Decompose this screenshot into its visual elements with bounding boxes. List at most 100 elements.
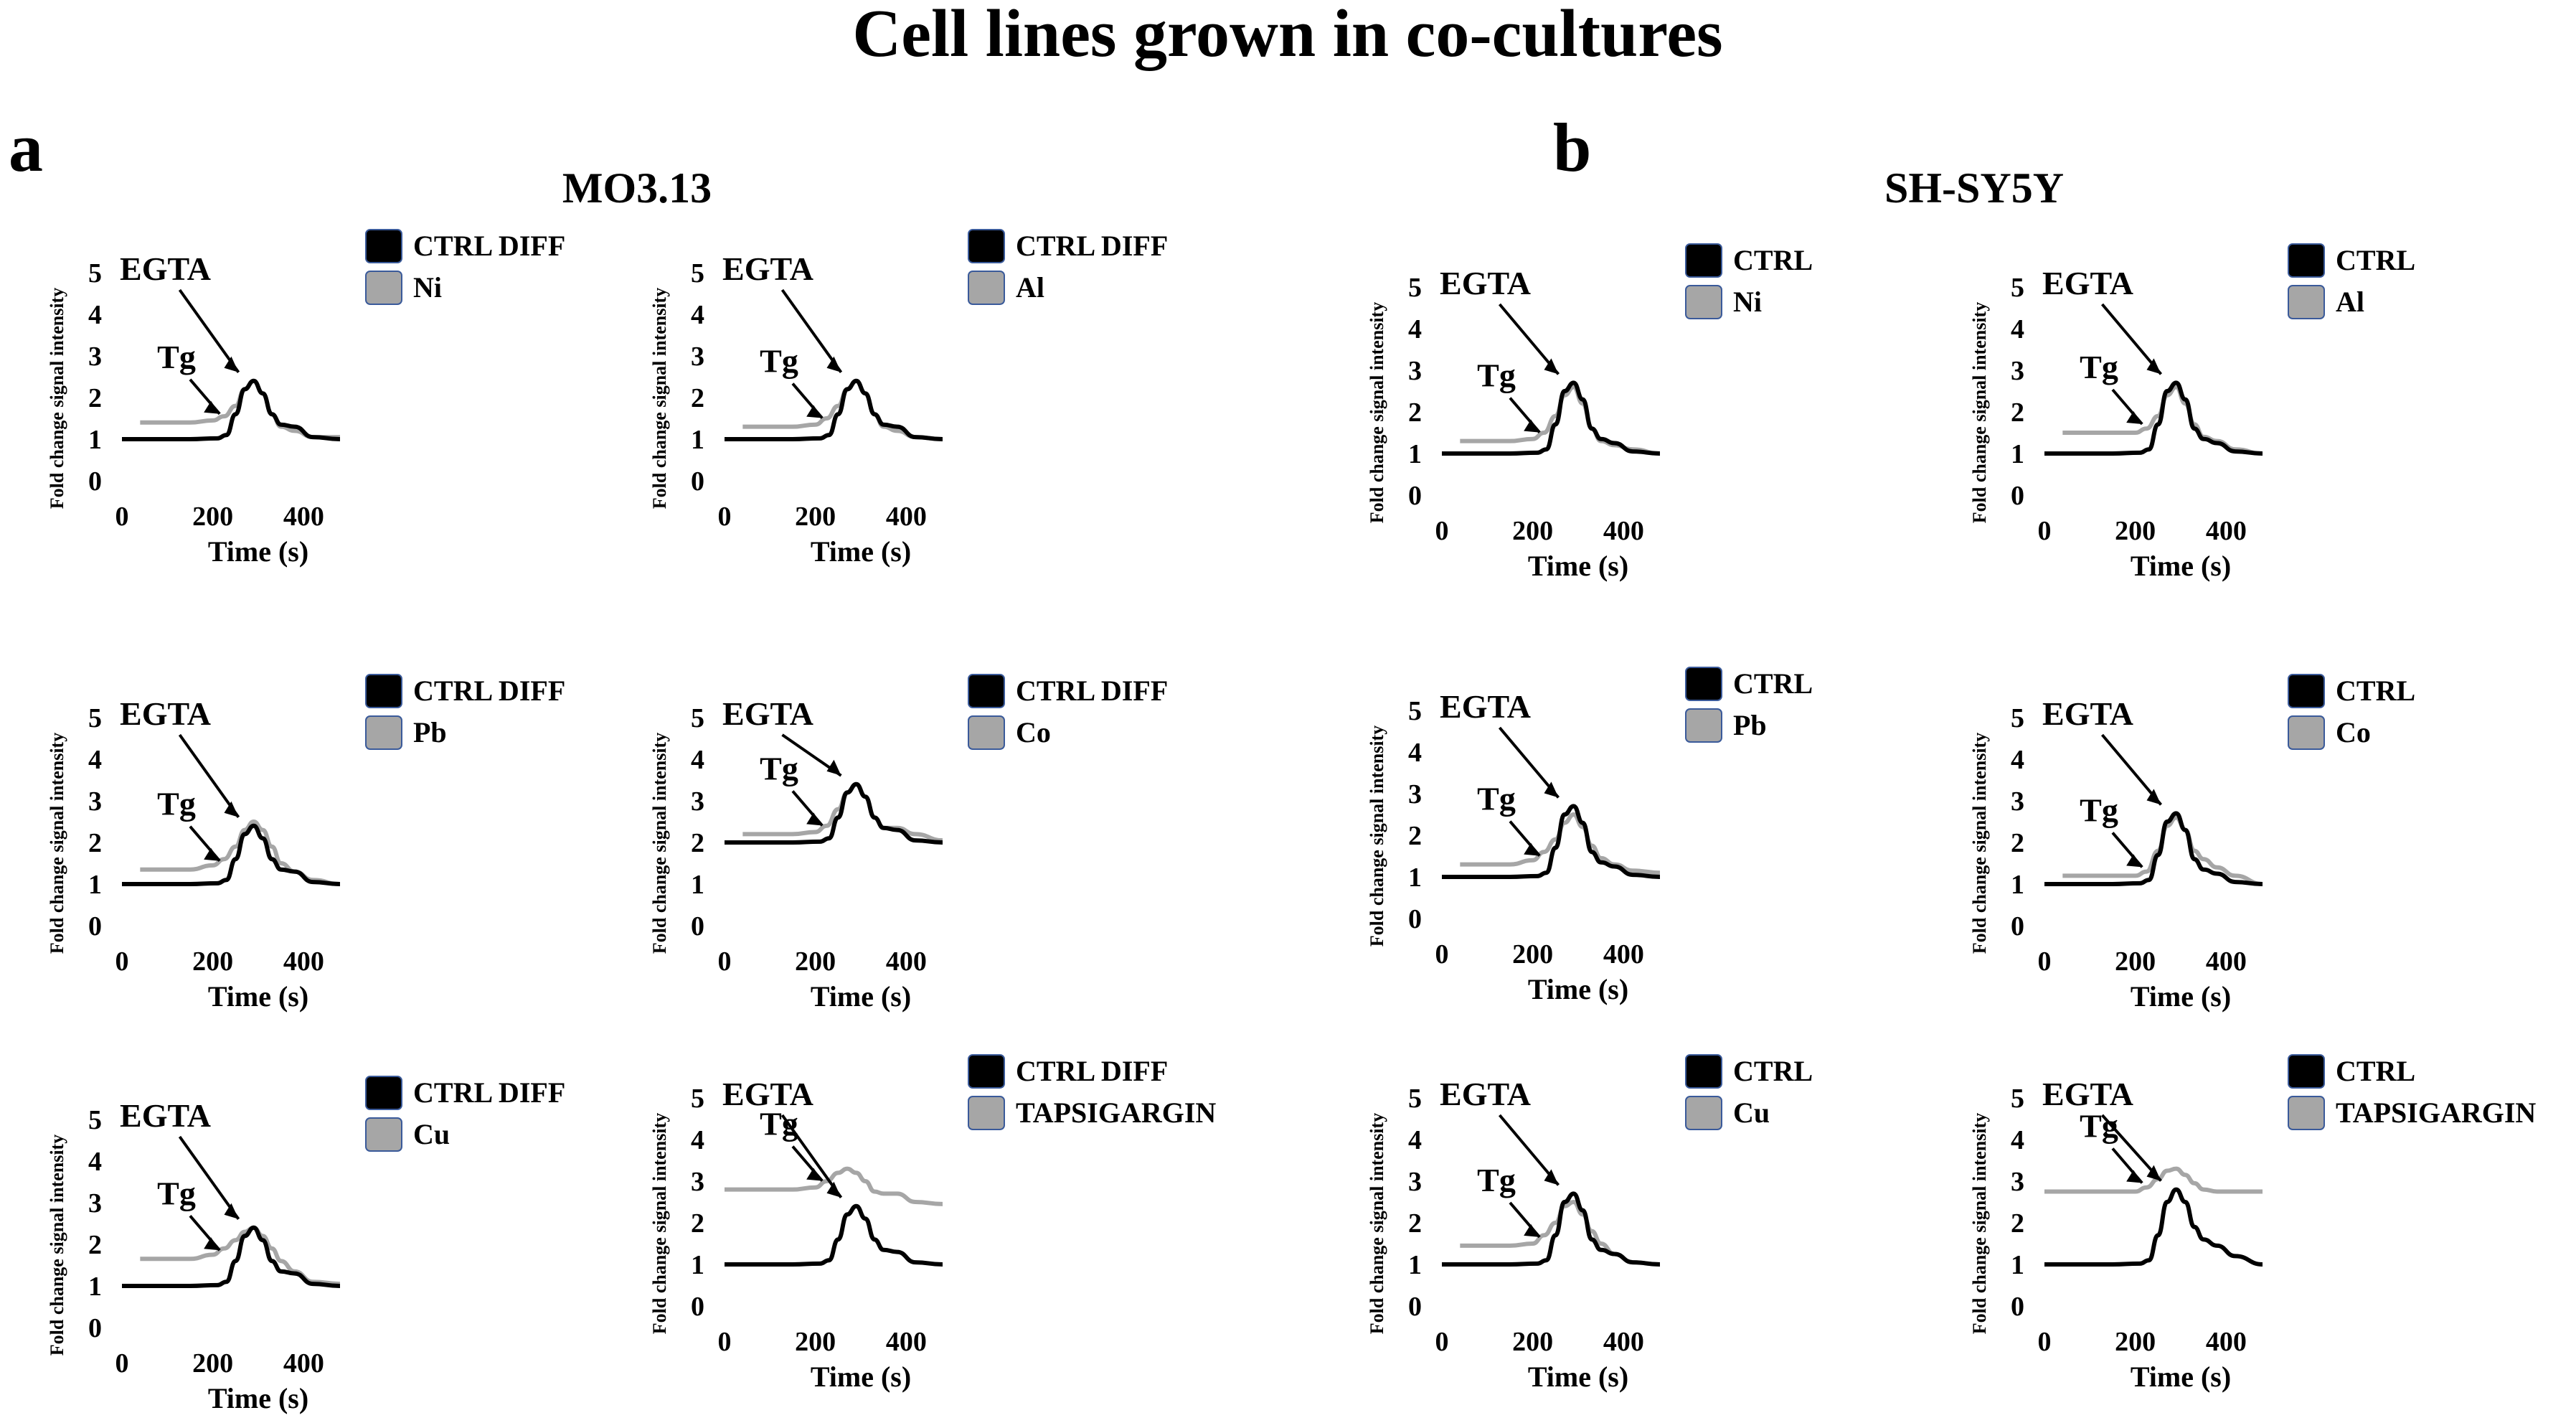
y-tick-label: 1 <box>1408 1250 1422 1280</box>
legend-swatch <box>2288 715 2325 750</box>
x-tick-label: 200 <box>1512 939 1553 969</box>
egta-arrow-line <box>2100 733 2163 806</box>
annotation-tg: Tg <box>760 343 798 380</box>
x-tick-label: 400 <box>2206 947 2247 977</box>
x-tick-label: 400 <box>2206 516 2247 546</box>
y-tick-label: 0 <box>2011 1292 2024 1322</box>
y-tick-label: 5 <box>691 703 704 733</box>
legend-swatch <box>2288 1096 2325 1130</box>
egta-arrow-line <box>780 1114 843 1198</box>
legend-swatch <box>1685 667 1722 701</box>
series-line-ctrl <box>2044 380 2263 456</box>
y-axis-label: Fold change signal intensity <box>1367 1113 1387 1334</box>
x-axis-label: Time (s) <box>208 1382 308 1414</box>
legend-swatch <box>1685 1054 1722 1089</box>
legend-label: Ni <box>1733 286 1762 318</box>
legend-label: CTRL <box>2336 244 2415 276</box>
x-axis-label: Time (s) <box>208 980 308 1013</box>
y-tick-label: 0 <box>691 466 704 497</box>
x-axis-label: Time (s) <box>2131 980 2231 1013</box>
tg-arrowhead <box>806 1168 823 1181</box>
egta-arrow-line <box>1498 1114 1560 1186</box>
x-tick-label: 400 <box>886 947 927 977</box>
tg-arrowhead <box>204 847 220 861</box>
legend-swatch <box>968 271 1005 305</box>
series-line-ctrl-diff <box>122 823 341 886</box>
legend-swatch <box>968 1054 1005 1089</box>
y-tick-label: 0 <box>1408 1292 1422 1322</box>
chart-a4: Fold change signal intensity 0 1 2 3 4 5 0 200 40… <box>649 674 1168 1013</box>
panel-b-letter: b <box>1553 109 1591 186</box>
x-tick-label: 200 <box>795 1327 836 1357</box>
annotation-tg: Tg <box>157 339 196 375</box>
legend-swatch <box>365 1076 402 1110</box>
x-tick-label: 0 <box>718 947 732 977</box>
series-line-ctrl <box>1442 804 1661 879</box>
y-tick-label: 0 <box>88 911 102 941</box>
y-tick-label: 2 <box>88 1230 102 1260</box>
x-tick-label: 200 <box>192 1348 233 1379</box>
chart-b6: Fold change signal intensity 0 1 2 3 4 5 0 200 40… <box>1969 1054 2536 1393</box>
egta-arrowhead <box>224 356 239 372</box>
y-axis-label: Fold change signal intensity <box>47 288 67 509</box>
legend-label: CTRL DIFF <box>413 230 565 262</box>
x-tick-label: 0 <box>115 502 129 532</box>
x-tick-label: 200 <box>795 502 836 532</box>
y-tick-label: 3 <box>2011 1167 2024 1197</box>
y-axis-label: Fold change signal intensity <box>649 733 670 954</box>
x-tick-label: 400 <box>1603 516 1644 546</box>
y-tick-label: 1 <box>691 870 704 900</box>
y-tick-label: 3 <box>88 786 102 817</box>
legend-label: Al <box>2336 286 2364 318</box>
y-tick-label: 4 <box>88 745 102 775</box>
y-tick-label: 1 <box>1408 863 1422 893</box>
legend-swatch <box>2288 674 2325 708</box>
y-tick-label: 5 <box>88 703 102 733</box>
x-axis-label: Time (s) <box>1528 550 1628 582</box>
y-tick-label: 3 <box>691 1167 704 1197</box>
y-tick-label: 1 <box>1408 439 1422 469</box>
panel-a-cell-line: MO3.13 <box>562 164 712 212</box>
y-tick-label: 1 <box>2011 439 2024 469</box>
legend-swatch <box>365 674 402 708</box>
y-tick-label: 4 <box>691 1125 704 1155</box>
annotation-egta: EGTA <box>2042 695 2133 732</box>
y-tick-label: 3 <box>88 1188 102 1218</box>
annotation-egta: EGTA <box>722 1076 813 1112</box>
tg-arrowhead <box>1524 842 1540 856</box>
legend-label: CTRL DIFF <box>413 675 565 707</box>
annotation-tg: Tg <box>157 786 196 822</box>
tg-arrowhead <box>2126 854 2143 868</box>
x-axis-label: Time (s) <box>811 980 911 1013</box>
annotation-egta: EGTA <box>120 695 211 732</box>
egta-arrow-line <box>178 288 240 373</box>
legend-swatch <box>1685 708 1722 743</box>
chart-b5: Fold change signal intensity 0 1 2 3 4 5 0 200 40… <box>1367 1054 1813 1393</box>
series-line-ctrl-diff <box>122 1225 341 1288</box>
y-tick-label: 1 <box>88 425 102 455</box>
y-axis-label: Fold change signal intensity <box>649 288 670 509</box>
legend-label: Ni <box>413 271 442 304</box>
egta-arrowhead <box>2146 1165 2161 1181</box>
egta-arrowhead <box>826 1181 841 1198</box>
x-tick-label: 200 <box>2115 516 2156 546</box>
series-line-ctrl <box>2044 811 2263 886</box>
x-tick-label: 0 <box>2038 1327 2052 1357</box>
y-tick-label: 2 <box>691 828 704 858</box>
legend-label: CTRL <box>1733 244 1813 276</box>
legend-label: CTRL <box>2336 1055 2415 1087</box>
y-tick-label: 4 <box>1408 738 1422 768</box>
legend-label: TAPSIGARGIN <box>2336 1096 2536 1129</box>
egta-arrow-line <box>780 288 843 373</box>
y-tick-label: 4 <box>88 300 102 330</box>
annotation-egta: EGTA <box>120 250 211 287</box>
y-tick-label: 0 <box>88 1313 102 1343</box>
annotation-egta: EGTA <box>1440 1076 1531 1112</box>
chart-a5: Fold change signal intensity 0 1 2 3 4 5 0 200 40… <box>47 1076 565 1414</box>
legend-label: TAPSIGARGIN <box>1016 1096 1216 1129</box>
x-tick-label: 0 <box>1435 1327 1449 1357</box>
x-axis-label: Time (s) <box>2131 550 2231 582</box>
y-tick-label: 0 <box>88 466 102 497</box>
y-tick-label: 5 <box>2011 703 2024 733</box>
